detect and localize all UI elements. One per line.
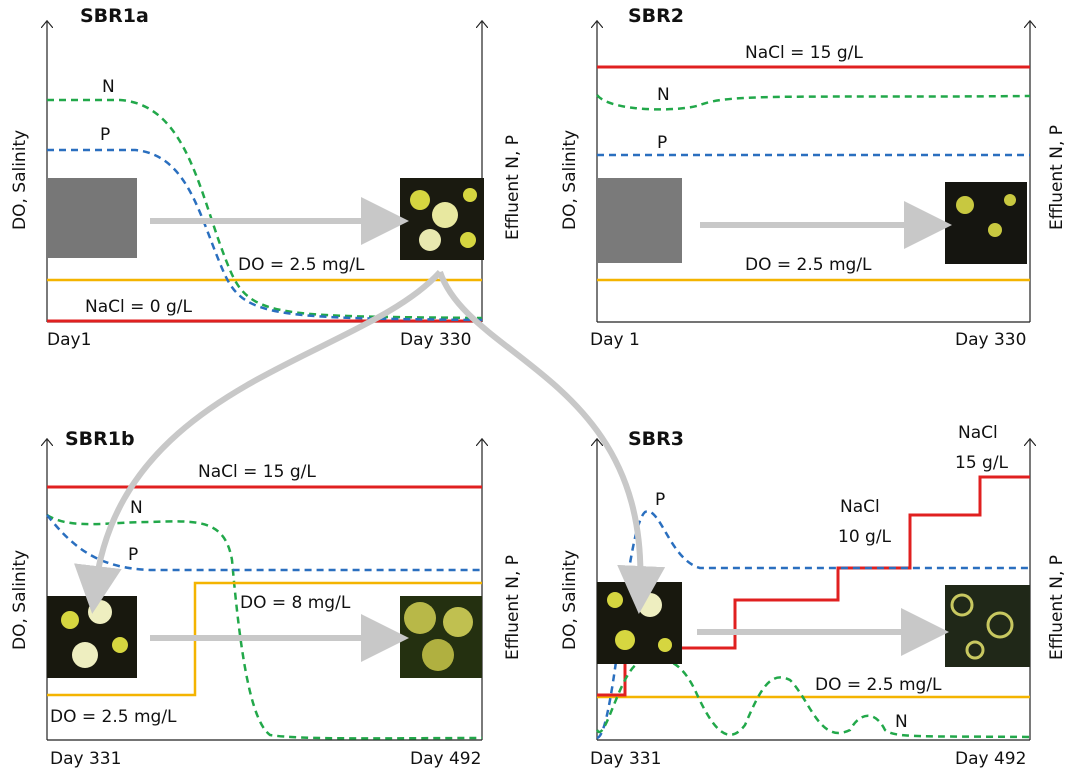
granule <box>463 188 477 202</box>
panel-sbr1b: SBR1b Day 331 Day 492 DO, Salinity Efflu… <box>10 428 523 769</box>
granule <box>88 600 112 624</box>
p-curve <box>596 510 1030 740</box>
y-left: DO, Salinity <box>560 130 580 230</box>
n-curve <box>47 98 483 320</box>
granule <box>72 642 98 668</box>
granule <box>443 607 473 637</box>
granule <box>965 640 985 660</box>
granule <box>410 190 430 210</box>
micrograph <box>945 182 1027 264</box>
label: NaCl = 15 g/L <box>198 462 316 482</box>
x-end: Day 492 <box>410 749 481 769</box>
y-right: Effluent N, P <box>1047 125 1067 230</box>
label: P <box>100 125 110 145</box>
label: N <box>130 498 143 518</box>
label: NaCl = 15 g/L <box>745 43 863 63</box>
label: P <box>128 545 138 565</box>
label: N <box>102 77 115 97</box>
panel-title: SBR1b <box>65 428 135 450</box>
label: N <box>895 712 908 732</box>
y-left: DO, Salinity <box>560 550 580 650</box>
x-start: Day 331 <box>590 749 661 769</box>
label: 10 g/L <box>838 527 892 547</box>
panel-title: SBR2 <box>628 5 684 27</box>
label: NaCl <box>958 423 998 443</box>
panel-title: SBR3 <box>628 428 684 450</box>
granule <box>432 202 458 228</box>
panel-sbr1a: SBR1a Day1 Day 330 DO, Salinity Effluent… <box>10 5 523 350</box>
granule <box>658 638 672 652</box>
label: DO = 8 mg/L <box>240 593 351 613</box>
granule <box>61 611 79 629</box>
granule <box>615 630 635 650</box>
micrograph <box>47 178 137 258</box>
panel-title: SBR1a <box>80 5 149 27</box>
label: N <box>657 85 670 105</box>
granule <box>638 593 662 617</box>
label: DO = 2.5 mg/L <box>815 675 942 695</box>
label: NaCl = 0 g/L <box>85 297 193 317</box>
granule <box>1004 194 1016 206</box>
p-curve <box>47 148 483 322</box>
label: 15 g/L <box>955 453 1009 473</box>
transfer-arrow <box>74 269 443 614</box>
x-end: Day 330 <box>400 330 471 350</box>
y-left: DO, Salinity <box>10 130 30 230</box>
p-curve <box>46 514 482 572</box>
granule <box>419 229 441 251</box>
granule <box>956 196 974 214</box>
granule <box>460 232 476 248</box>
granule <box>986 611 1014 639</box>
y-right: Effluent N, P <box>503 135 523 240</box>
x-start: Day 331 <box>50 749 121 769</box>
label: NaCl <box>840 497 880 517</box>
label: P <box>655 490 665 510</box>
panel-sbr2: SBR2 Day 1 Day 330 DO, Salinity Effluent… <box>560 5 1067 350</box>
panel-sbr3: SBR3 Day 331 Day 492 DO, Salinity Efflue… <box>560 423 1067 769</box>
y-right: Effluent N, P <box>503 555 523 660</box>
n-curve <box>596 94 1031 111</box>
y-right: Effluent N, P <box>1047 555 1067 660</box>
y-left: DO, Salinity <box>10 550 30 650</box>
granule <box>988 223 1002 237</box>
x-end: Day 492 <box>955 749 1026 769</box>
granule <box>950 593 974 617</box>
label: DO = 2.5 mg/L <box>745 255 872 275</box>
label: P <box>657 133 667 153</box>
x-end: Day 330 <box>955 330 1026 350</box>
n-curve <box>46 513 483 740</box>
x-start: Day1 <box>47 330 91 350</box>
granule <box>607 592 623 608</box>
micrograph <box>597 178 682 263</box>
granule <box>404 602 436 634</box>
granule <box>422 639 454 671</box>
granule <box>112 637 128 653</box>
transfer-arrow <box>437 271 666 614</box>
label: DO = 2.5 mg/L <box>50 707 177 727</box>
x-start: Day 1 <box>590 330 640 350</box>
label: DO = 2.5 mg/L <box>238 255 365 275</box>
